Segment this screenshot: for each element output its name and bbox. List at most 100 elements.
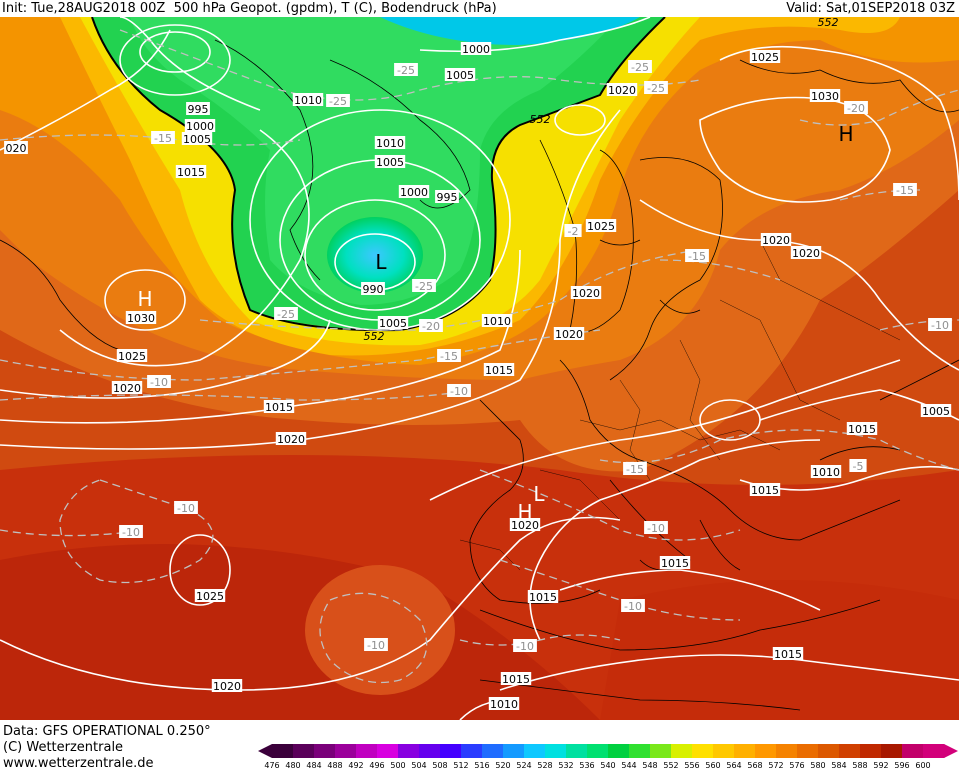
isotherm-label: -25: [329, 95, 347, 108]
scale-swatch: [755, 744, 777, 758]
isotherm-label-box: [513, 639, 537, 652]
scale-tick-label: 564: [726, 761, 742, 770]
isobar-label-box: [275, 432, 307, 445]
scale-tick-label: 528: [537, 761, 553, 770]
isotherm-label-box: [685, 249, 709, 262]
scale-swatch: [377, 744, 399, 758]
isotherm-label: -5: [853, 460, 864, 473]
scale-swatch: [608, 744, 630, 758]
isotherm-label: -10: [516, 640, 534, 653]
isobar-label-box: [435, 190, 459, 203]
isobar-label: 1025: [751, 51, 779, 64]
isotherm-label-box: [174, 501, 198, 514]
isobar-label: 1020: [572, 287, 600, 300]
isobar-label: 1005: [922, 405, 950, 418]
isotherm-label-box: [364, 638, 388, 651]
scale-swatch: [692, 744, 714, 758]
isobar-label-box: [810, 465, 842, 478]
isobar-label: 1020: [792, 247, 820, 260]
low-pressure-marker: L: [375, 250, 387, 274]
isotherm-label-box: [394, 63, 418, 76]
header-text: Init: Tue,28AUG2018 00Z 500 hPa Geopot. …: [2, 0, 497, 17]
scale-tick-label: 512: [453, 761, 469, 770]
isobar-label: 1010: [294, 94, 322, 107]
website-url[interactable]: www.wetterzentrale.de: [3, 756, 154, 771]
isobar-label: 1010: [376, 137, 404, 150]
valid-time: Valid: Sat,01SEP2018 03Z: [786, 1, 955, 16]
field-zone-southwest: [0, 544, 600, 720]
isobar-label: 1025: [196, 590, 224, 603]
isotherm-label: -10: [624, 600, 642, 613]
isotherm-label-box: [147, 375, 171, 388]
isobar-label-box: [211, 679, 243, 692]
scale-tick-label: 588: [852, 761, 868, 770]
isobar-label-box: [488, 697, 520, 710]
isobar-label: 1015: [774, 648, 802, 661]
scale-tick-label: 484: [306, 761, 322, 770]
geopotential-labels: 552 552 552: [364, 17, 839, 343]
isotherm-label-box: [437, 349, 461, 362]
isobar-label-box: [527, 590, 559, 603]
scale-tick-label: 540: [600, 761, 616, 770]
isobar-label: 1020: [608, 84, 636, 97]
isobar-label-box: [809, 89, 841, 102]
isotherm-label-box: [412, 279, 436, 292]
scale-arrow-right: [944, 744, 958, 758]
scale-swatch: [587, 744, 609, 758]
scale-tick-label: 508: [432, 761, 448, 770]
isotherm-label-box: [621, 599, 645, 612]
scale-swatch: [461, 744, 483, 758]
coastlines: [0, 39, 959, 711]
isobar-label: 1025: [587, 220, 615, 233]
scale-swatch: [419, 744, 441, 758]
isotherm-label-box: [893, 183, 917, 196]
isobar-label-box: [194, 589, 226, 602]
isobar-label: 990: [363, 283, 384, 296]
scale-tick-label: 592: [873, 761, 889, 770]
isobar-label-box: [606, 83, 638, 96]
isobar-label-box: [760, 233, 792, 246]
scale-swatch: [524, 744, 546, 758]
scale-tick-label: 560: [705, 761, 721, 770]
init-time: Init: Tue,28AUG2018 00Z: [2, 1, 166, 16]
scale-swatch: [923, 744, 945, 758]
scale-swatch: [272, 744, 294, 758]
isobar-label: 1020: [277, 433, 305, 446]
isobar-label-box: [263, 400, 295, 413]
isotherm-label: -25: [397, 64, 415, 77]
isobar-label-box: [184, 119, 216, 132]
isotherm-label: -25: [415, 280, 433, 293]
high-pressure-marker: H: [838, 122, 853, 146]
scale-swatch: [440, 744, 462, 758]
isobar-label: 1005: [183, 133, 211, 146]
isotherm-label-box: [928, 318, 952, 331]
isobar-label-box: [398, 185, 430, 198]
isobar-label-box: [116, 349, 148, 362]
scale-tick-label: 572: [768, 761, 784, 770]
scale-tick-label: 548: [642, 761, 658, 770]
copyright-line: (C) Wetterzentrale: [3, 740, 124, 755]
scale-swatch: [839, 744, 861, 758]
scale-swatch: [797, 744, 819, 758]
isotherm-label: -15: [896, 184, 914, 197]
isobar-label-box: [772, 647, 804, 660]
isobar-label-box: [374, 155, 406, 168]
isobar-label-box: [846, 422, 878, 435]
isotherm-label: -15: [440, 350, 458, 363]
isobar-label-box: [481, 314, 513, 327]
scale-swatch: [734, 744, 756, 758]
map-title: 500 hPa Geopot. (gpdm), T (C), Bodendruc…: [173, 1, 497, 16]
isobar-label-box: [125, 311, 157, 324]
scale-swatch: [398, 744, 420, 758]
isobar-label-box: [460, 42, 492, 55]
isobar-label: 995: [188, 103, 209, 116]
weather-map: 552 552 552 1000 1005 1010 995 1000 1005 1015 020…: [0, 17, 959, 720]
scale-swatch: [818, 744, 840, 758]
isobar-label: 1005: [379, 317, 407, 330]
isobar-label-box: [4, 141, 28, 154]
isobar-label: 1015: [485, 364, 513, 377]
isobar-label: 1025: [118, 350, 146, 363]
